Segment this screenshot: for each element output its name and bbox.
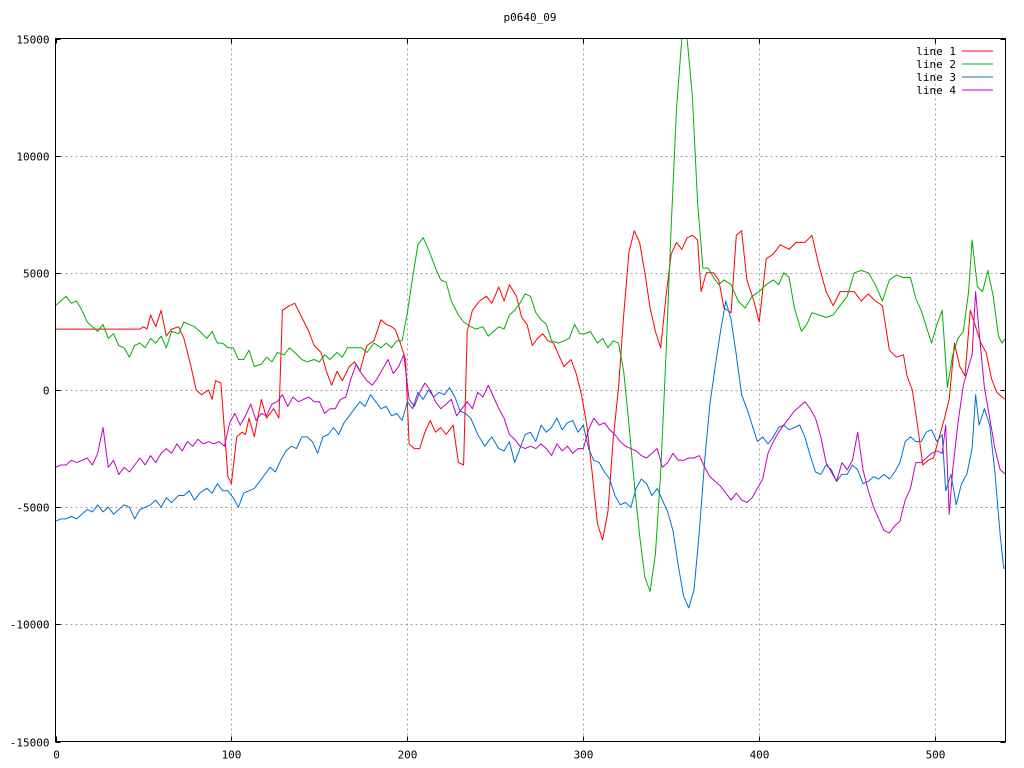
series-line-2	[55, 38, 1006, 592]
x-tick-label: 0	[53, 749, 60, 762]
series-line-1	[55, 230, 1006, 541]
legend-label-2: line 2	[916, 58, 956, 71]
x-tick-label: 500	[926, 749, 946, 762]
y-tick-label: 0	[43, 385, 50, 398]
y-axis: -15000 -10000 -5000 0 5000 10000 15000	[10, 34, 1006, 750]
y-tick-label: 10000	[16, 151, 49, 164]
series-line-3	[55, 300, 1006, 609]
legend-label-3: line 3	[916, 71, 956, 84]
legend-label-1: line 1	[916, 45, 956, 58]
chart-title: p0640_09	[504, 11, 557, 24]
y-tick-label: 15000	[16, 34, 49, 47]
legend-label-4: line 4	[916, 84, 956, 97]
series-line-4	[55, 291, 1006, 534]
series-group	[55, 38, 1006, 609]
x-tick-label: 100	[222, 749, 242, 762]
x-axis: 0 100 200 300 400 500	[53, 38, 946, 762]
y-tick-label: -15000	[10, 737, 50, 750]
grid-lines	[55, 38, 1006, 742]
y-tick-label: -10000	[10, 619, 50, 632]
y-tick-label: 5000	[23, 268, 50, 281]
x-tick-label: 200	[398, 749, 418, 762]
y-tick-label: -5000	[16, 502, 49, 515]
x-tick-label: 400	[750, 749, 770, 762]
plot-frame	[55, 38, 1006, 742]
x-tick-label: 300	[574, 749, 594, 762]
